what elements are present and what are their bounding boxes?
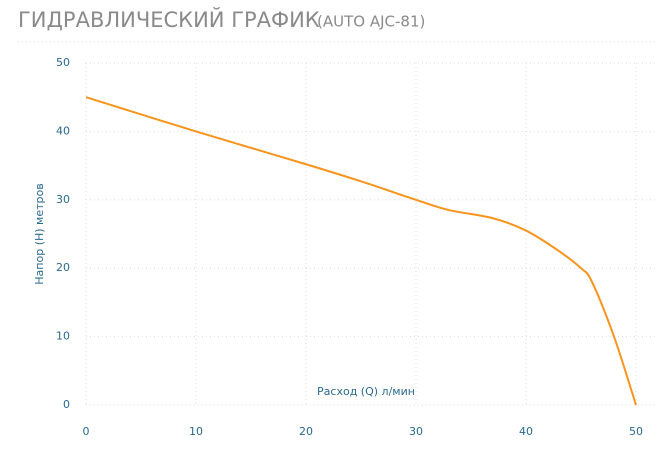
x-tick-label: 10 <box>189 425 203 438</box>
y-tick-label: 50 <box>56 56 70 69</box>
y-tick-label: 40 <box>56 124 70 137</box>
y-axis-label: Напор (H) метров <box>33 183 46 284</box>
x-tick-label: 30 <box>409 425 423 438</box>
y-tick-label: 0 <box>63 398 70 411</box>
x-tick-label: 40 <box>519 425 533 438</box>
x-tick-label: 0 <box>83 425 90 438</box>
chart-title: ГИДРАВЛИЧЕСКИЙ ГРАФИК <box>18 7 320 32</box>
y-tick-label: 30 <box>56 193 70 206</box>
y-tick-label: 20 <box>56 261 70 274</box>
x-tick-label: 50 <box>629 425 643 438</box>
x-tick-label: 20 <box>299 425 313 438</box>
y-tick-label: 10 <box>56 330 70 343</box>
line <box>85 96 637 406</box>
x-axis-label: Расход (Q) л/мин <box>317 385 415 398</box>
chart-subtitle: (AUTO AJC-81) <box>317 13 425 31</box>
